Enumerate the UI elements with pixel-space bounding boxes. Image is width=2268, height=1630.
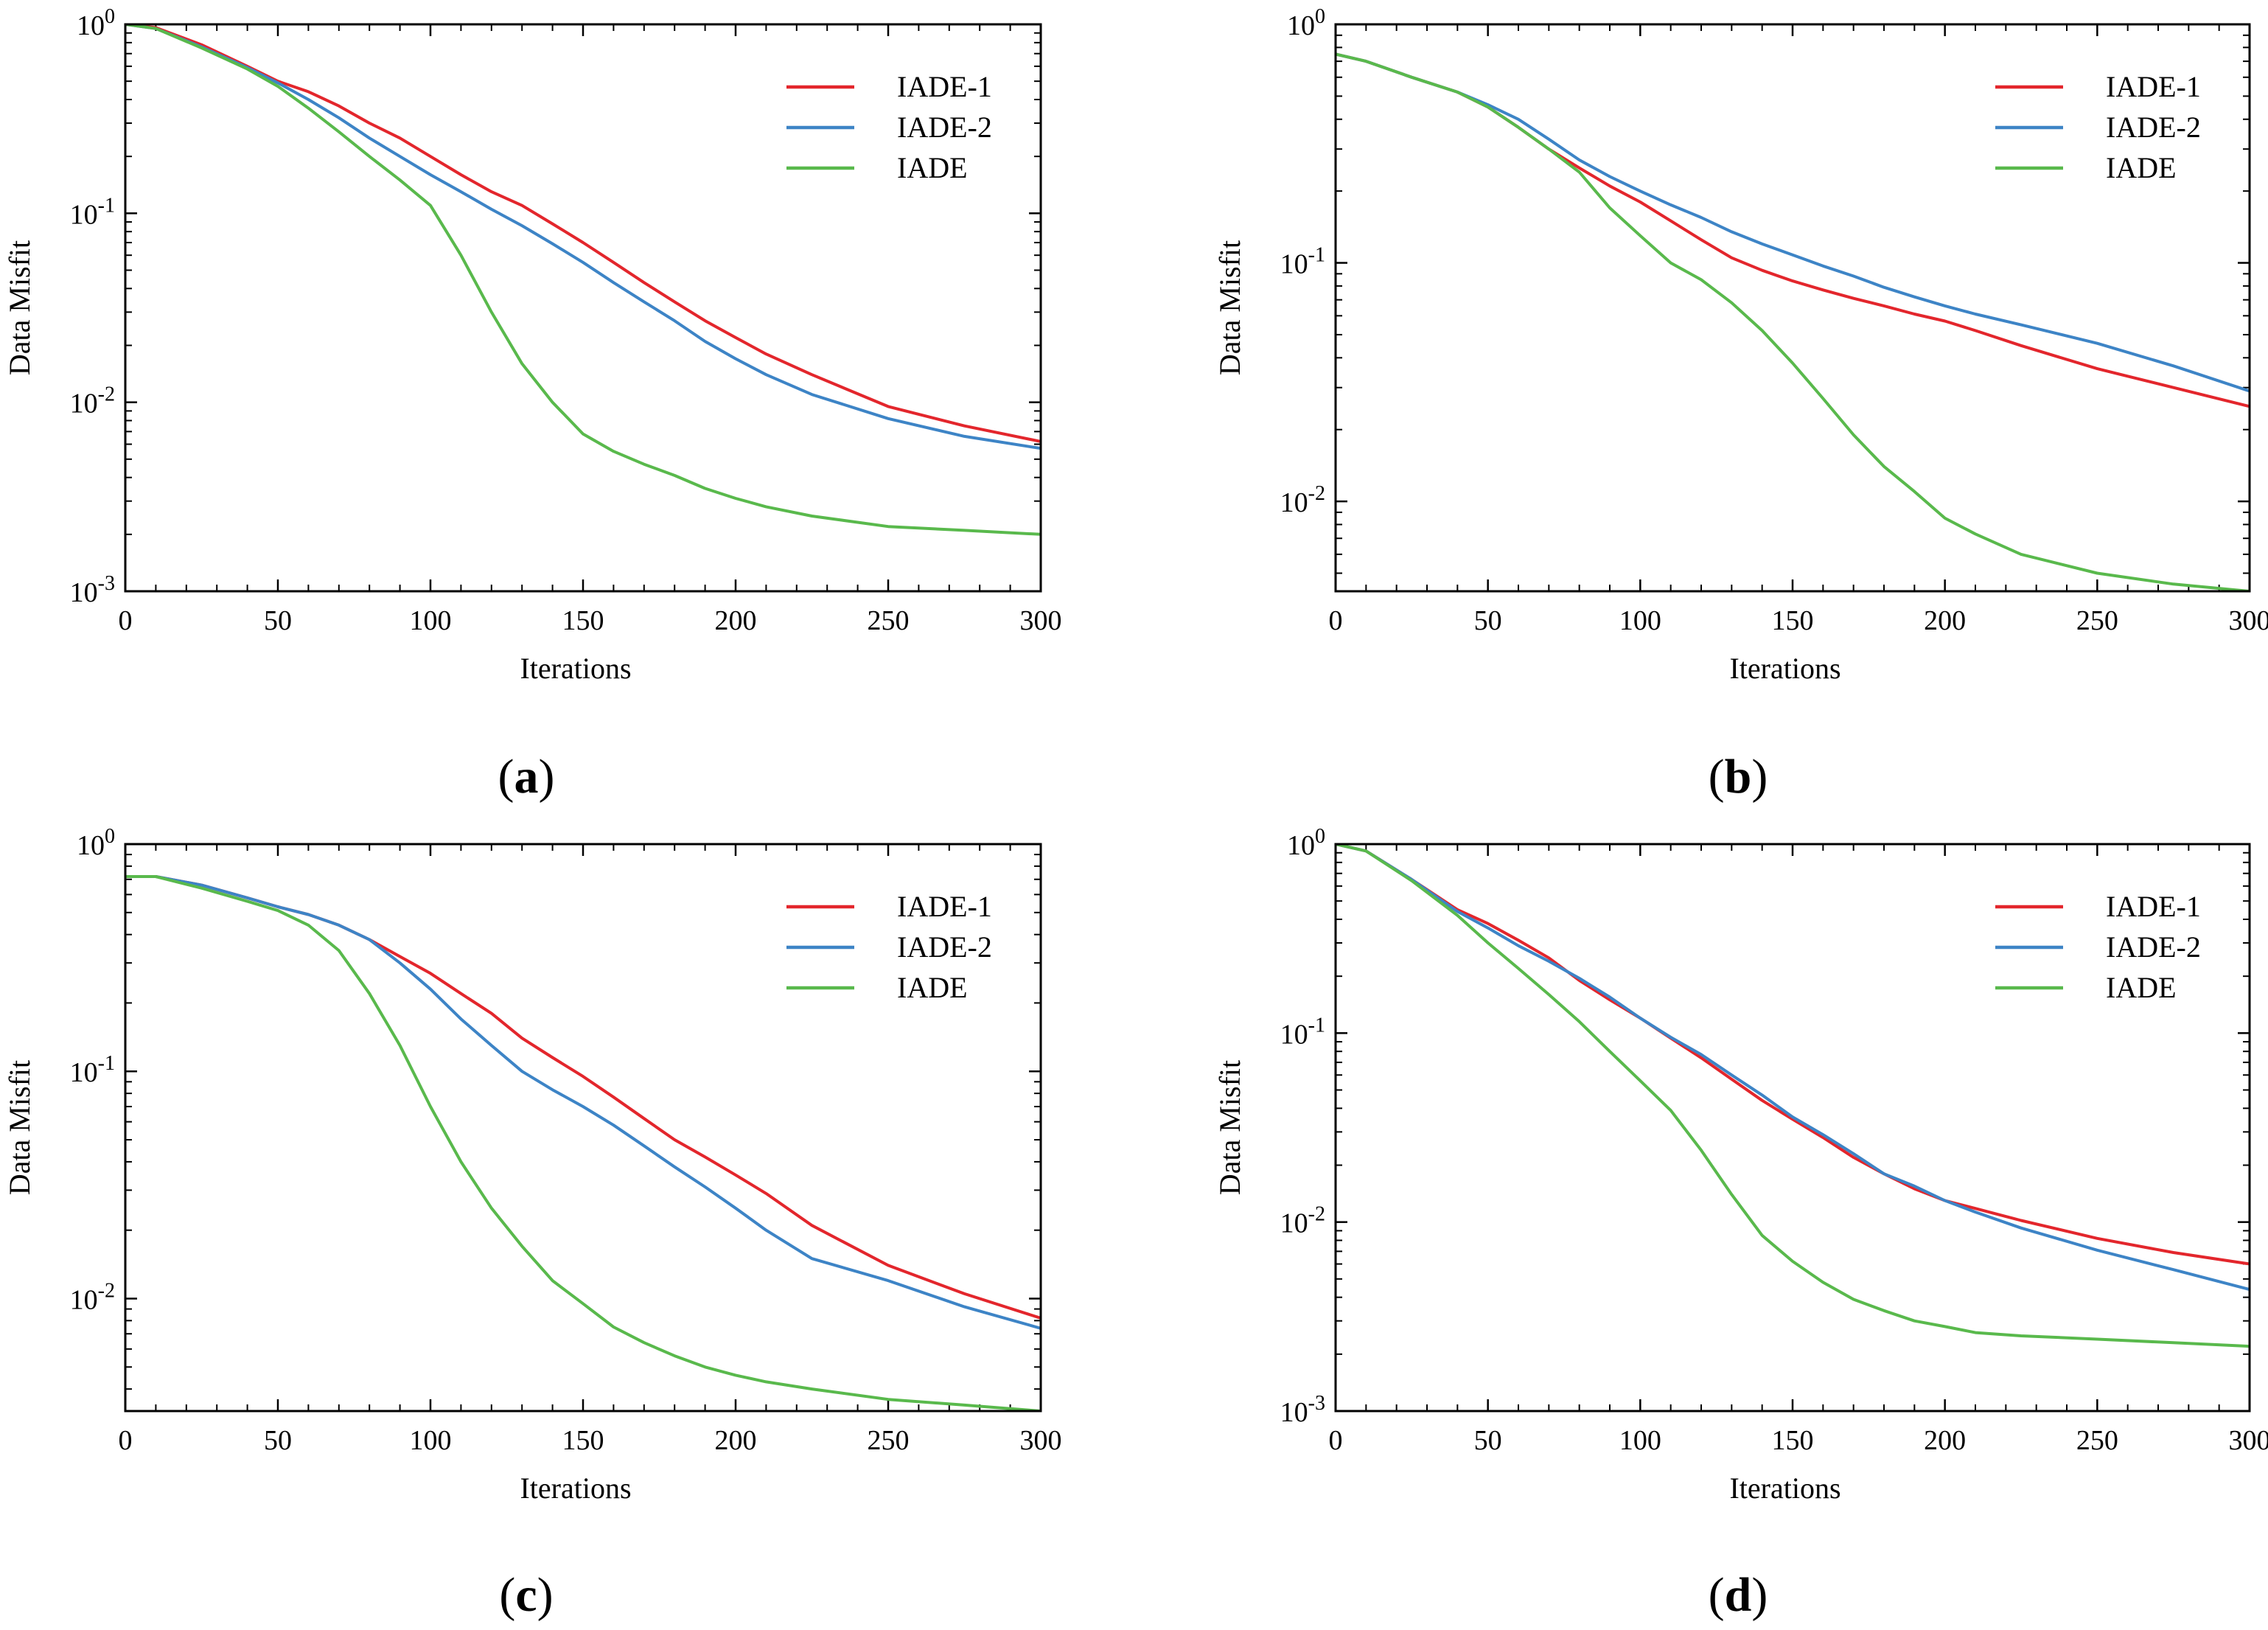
series-line-iade-2 — [1336, 844, 2250, 1292]
y-tick-label: 10-2 — [70, 1279, 115, 1315]
plot-frame — [1334, 23, 2251, 593]
y-axis-label: Data Misfit — [1213, 1060, 1246, 1195]
x-tick-label: 250 — [2076, 605, 2118, 636]
legend-label: IADE-2 — [2106, 111, 2201, 144]
legend-label: IADE — [897, 971, 968, 1004]
x-tick-label: 0 — [1329, 1425, 1343, 1456]
series-group — [125, 24, 1041, 536]
x-tick-label: 0 — [119, 605, 133, 636]
x-tick-label: 100 — [1619, 605, 1661, 636]
y-axis-label: Data Misfit — [3, 240, 36, 375]
series-line-iade-2 — [1336, 52, 2250, 393]
x-tick-label: 50 — [1474, 605, 1502, 636]
x-tick-label: 50 — [264, 605, 292, 636]
x-tick-label: 50 — [264, 1425, 292, 1456]
x-tick-label: 300 — [2229, 605, 2268, 636]
panel-label: (c) — [499, 1568, 553, 1622]
x-tick-label: 300 — [1020, 1425, 1062, 1456]
y-tick-label: 10-1 — [70, 1052, 115, 1088]
legend-label: IADE-2 — [2106, 930, 2201, 964]
series-line-iade-2 — [125, 875, 1041, 1330]
panel-d: 100 10-1 10-2 10-30 50 100 150 200 250 300 IADE-1 I… — [1213, 825, 2268, 1622]
x-tick-label: 50 — [1474, 1425, 1502, 1456]
y-tick-label: 100 — [77, 5, 115, 41]
y-tick-label: 10-2 — [1280, 482, 1325, 518]
legend-label: IADE-1 — [2106, 70, 2201, 103]
legend-label: IADE — [897, 151, 968, 184]
x-tick-label: 100 — [410, 605, 452, 636]
x-tick-label: 200 — [1924, 1425, 1966, 1456]
series-line-iade-1 — [1336, 52, 2250, 408]
x-tick-label: 250 — [868, 605, 910, 636]
x-tick-label: 150 — [1772, 1425, 1814, 1456]
x-tick-label: 200 — [715, 605, 757, 636]
panel-b: 100 10-1 10-2 0 50 100 150 200 250 300 IADE-1 IADE-… — [1213, 5, 2268, 804]
series-line-iade — [125, 24, 1041, 536]
legend-label: IADE-1 — [897, 890, 992, 923]
y-tick-label: 10-3 — [70, 572, 115, 608]
x-axis-label: Iterations — [520, 1471, 631, 1505]
x-axis-label: Iterations — [520, 652, 631, 685]
y-tick-label: 100 — [1287, 5, 1325, 41]
y-axis-label: Data Misfit — [3, 1060, 36, 1195]
x-tick-label: 100 — [1619, 1425, 1661, 1456]
legend-label: IADE — [2106, 151, 2177, 184]
legend-label: IADE-1 — [897, 70, 992, 103]
x-axis-label: Iterations — [1729, 1471, 1840, 1505]
x-tick-label: 200 — [1924, 605, 1966, 636]
panel-label: (a) — [498, 750, 555, 804]
x-tick-label: 100 — [410, 1425, 452, 1456]
series-group — [1336, 844, 2250, 1348]
plot-frame — [124, 843, 1042, 1413]
y-tick-label: 10-2 — [1280, 1203, 1325, 1239]
series-line-iade — [125, 875, 1041, 1411]
x-tick-label: 250 — [868, 1425, 910, 1456]
series-line-iade — [1336, 844, 2250, 1348]
x-tick-label: 300 — [2229, 1425, 2268, 1456]
x-tick-label: 0 — [119, 1425, 133, 1456]
x-tick-label: 0 — [1329, 605, 1343, 636]
plot-frame — [1334, 843, 2251, 1413]
y-tick-label: 10-2 — [70, 383, 115, 419]
y-tick-label: 100 — [1287, 825, 1325, 861]
x-axis-label: Iterations — [1729, 652, 1840, 685]
y-tick-label: 10-1 — [1280, 244, 1325, 280]
panel-label: (b) — [1709, 750, 1768, 804]
series-group — [125, 875, 1041, 1411]
x-tick-label: 250 — [2076, 1425, 2118, 1456]
legend-label: IADE — [2106, 971, 2177, 1004]
y-axis-label: Data Misfit — [1213, 240, 1246, 375]
series-line-iade — [1336, 52, 2250, 591]
legend-label: IADE-2 — [897, 111, 992, 144]
y-tick-label: 10-3 — [1280, 1392, 1325, 1428]
series-line-iade-2 — [125, 24, 1041, 450]
y-tick-label: 10-1 — [70, 194, 115, 230]
y-tick-label: 10-1 — [1280, 1014, 1325, 1050]
x-tick-label: 300 — [1020, 605, 1062, 636]
x-tick-label: 200 — [715, 1425, 757, 1456]
x-tick-label: 150 — [562, 1425, 604, 1456]
legend-label: IADE-1 — [2106, 890, 2201, 923]
y-tick-label: 100 — [77, 825, 115, 861]
panel-label: (d) — [1709, 1568, 1768, 1622]
x-tick-label: 150 — [562, 605, 604, 636]
series-line-iade-1 — [1336, 844, 2250, 1266]
legend-label: IADE-2 — [897, 930, 992, 964]
panel-a: 100 10-1 10-2 10-30 50 100 150 200 250 300 IADE-1 I… — [3, 5, 1062, 804]
plot-frame — [124, 23, 1042, 593]
x-tick-label: 150 — [1772, 605, 1814, 636]
panel-c: 100 10-1 10-2 0 50 100 150 200 250 300 IADE-1 IADE-… — [3, 825, 1062, 1622]
series-group — [1336, 52, 2250, 591]
